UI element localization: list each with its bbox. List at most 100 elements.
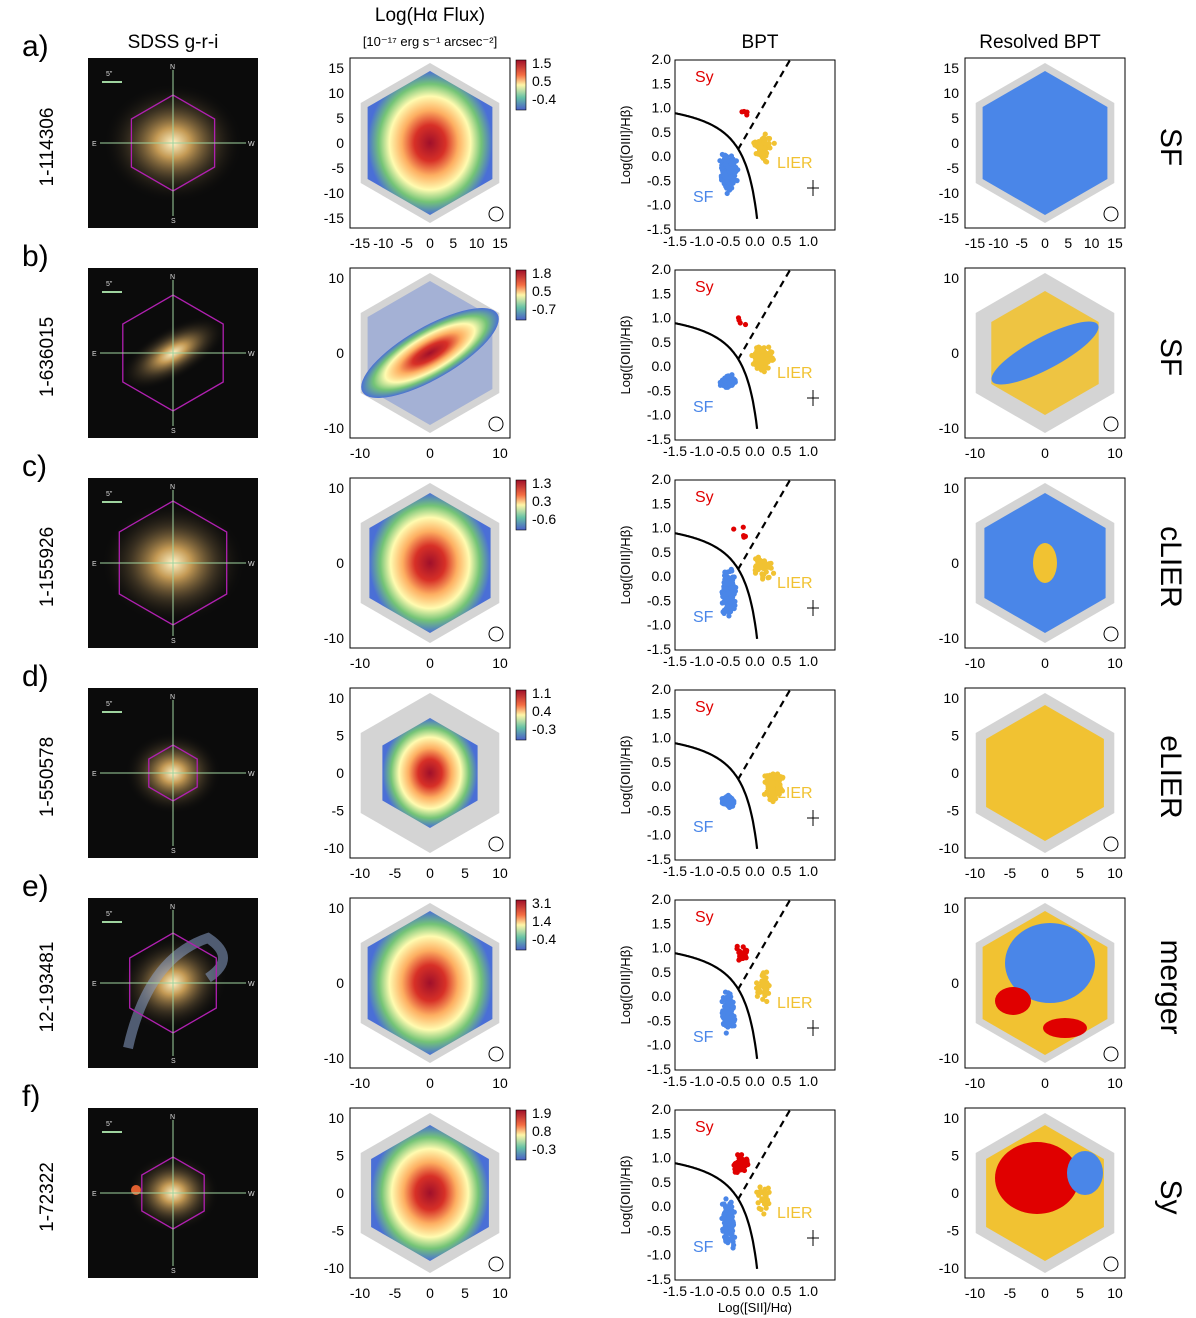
beam-icon [488, 416, 504, 432]
resolved-bpt-map: 10 0 -10 -10 0 10 [939, 477, 1126, 671]
bpt-ylabel: Log([OIII]/Hβ) [618, 946, 633, 1025]
flux-blob [367, 911, 493, 1055]
colorbar-label: 1.8 [532, 265, 552, 281]
compass-e: E [92, 981, 97, 988]
bpt-point-lier [761, 990, 767, 996]
flux-xtick: 10 [469, 235, 485, 251]
bpt-ytick: 1.5 [652, 75, 672, 91]
colorbar-label: -0.7 [532, 301, 556, 317]
flux-ytick: 10 [328, 270, 344, 286]
bpt-ytick: 0.0 [652, 358, 672, 374]
bpt-point-lier [755, 989, 761, 995]
bpt-point-sf [729, 372, 735, 378]
bpt-ytick: -0.5 [647, 1222, 671, 1238]
bpt-xtick: -0.5 [716, 233, 740, 249]
bpt-point-lier [763, 969, 770, 975]
bpt-ytick: 1.5 [652, 285, 672, 301]
bpt-point-sf [719, 600, 725, 606]
bpt-xtick: 0.5 [772, 1073, 792, 1089]
bpt-ytick: -1.0 [647, 197, 671, 213]
bpt-point-sf [732, 173, 738, 179]
compass-e: E [92, 771, 97, 778]
bpt-point-lier [767, 356, 773, 362]
bpt-point-sy [744, 112, 750, 118]
resolved-xtick: 5 [1076, 1285, 1084, 1301]
bpt-ytick: 1.0 [652, 1150, 672, 1166]
bpt-xtick: 0.5 [772, 443, 792, 459]
bpt-demarcation [674, 952, 759, 1060]
bpt-point-lier [761, 791, 768, 797]
bpt-point-sf [726, 379, 732, 386]
bpt-xtick: -0.5 [716, 653, 740, 669]
bpt-point-lier [766, 140, 772, 147]
bpt-point-lier [760, 353, 766, 360]
region-sf: SF [693, 1029, 714, 1046]
bpt-point-lier [770, 570, 777, 576]
resolved-xtick: 10 [1084, 235, 1100, 251]
bpt-ytick: -1.0 [647, 617, 671, 633]
bpt-ylabel: Log([OIII]/Hβ) [618, 106, 633, 185]
region-sy: Sy [695, 279, 714, 296]
bpt-point-sf [732, 1016, 738, 1023]
scale-label: 5" [106, 701, 113, 708]
bpt-point-lier [766, 574, 772, 580]
bpt-sy-lier-line [736, 269, 791, 361]
bpt-point-sy [734, 943, 740, 949]
bpt-ytick: -1.5 [647, 1061, 671, 1077]
flux-ytick: -5 [332, 1223, 345, 1239]
sdss-image: N S E W 5" [88, 478, 258, 648]
region-sf: SF [693, 189, 714, 206]
resolved-xtick: -10 [965, 1285, 985, 1301]
bpt-point-sf [728, 585, 734, 591]
flux-xtick: 10 [492, 865, 508, 881]
resolved-xtick: 5 [1064, 235, 1072, 251]
compass-n: N [170, 274, 175, 281]
flux-xtick: 0 [426, 445, 434, 461]
resolved-ytick: -10 [939, 840, 959, 856]
flux-ytick: 0 [336, 975, 344, 991]
bpt-point-lier [762, 140, 768, 146]
resolved-xtick: 0 [1041, 235, 1049, 251]
bpt-ytick: 0.5 [652, 544, 672, 560]
bpt-point-sf [728, 1199, 734, 1205]
colorbar-label: 1.1 [532, 685, 552, 701]
bpt-point-sf [727, 174, 734, 180]
region-lier: LIER [777, 365, 813, 382]
bpt-point-sf [723, 1030, 729, 1036]
resolved-xtick: 10 [1107, 1285, 1123, 1301]
bpt-point-sf [727, 1209, 733, 1216]
flux-blob [369, 493, 491, 633]
bpt-point-sf [726, 187, 733, 193]
resolved-ytick: 10 [943, 690, 959, 706]
bpt-point-sf [729, 568, 735, 574]
resolved-xtick: -10 [988, 235, 1008, 251]
region-sy: Sy [695, 489, 714, 506]
colorbar-label: 0.8 [532, 1123, 552, 1139]
bpt-point-sf [720, 1011, 726, 1018]
bpt-point-lier [766, 1200, 772, 1207]
flux-xtick: 0 [426, 1075, 434, 1091]
bpt-ytick: -1.5 [647, 221, 671, 237]
classification-label: merger [1154, 939, 1187, 1035]
flux-ytick: 10 [328, 480, 344, 496]
bpt-diagram: 2.01.51.00.50.0-0.5-1.0-1.5-1.5 -1.0 -0.5 0… [618, 891, 836, 1089]
compass-n: N [170, 64, 175, 71]
beam-icon [488, 1046, 504, 1062]
classification-label: cLIER [1154, 526, 1187, 608]
bpt-point-lier [765, 990, 772, 996]
bpt-point-lier [766, 135, 773, 142]
bpt-point-sf [725, 1023, 732, 1029]
bpt-ytick: 1.5 [652, 705, 672, 721]
flux-ytick: -5 [332, 803, 345, 819]
resolved-ytick: 15 [943, 60, 959, 76]
bpt-xtick: 0.0 [745, 653, 765, 669]
bpt-point-lier [760, 155, 766, 161]
bpt-point-lier [760, 996, 766, 1002]
resolved-ytick: 0 [951, 345, 959, 361]
bpt-point-sf [728, 579, 734, 586]
region-lier: LIER [777, 155, 813, 172]
flux-map: 10 0 -10 -10 0 10 3.1 1.4 -0.4 [324, 895, 557, 1091]
bpt-ytick: 0.0 [652, 988, 672, 1004]
bpt-point-sf [726, 997, 732, 1003]
